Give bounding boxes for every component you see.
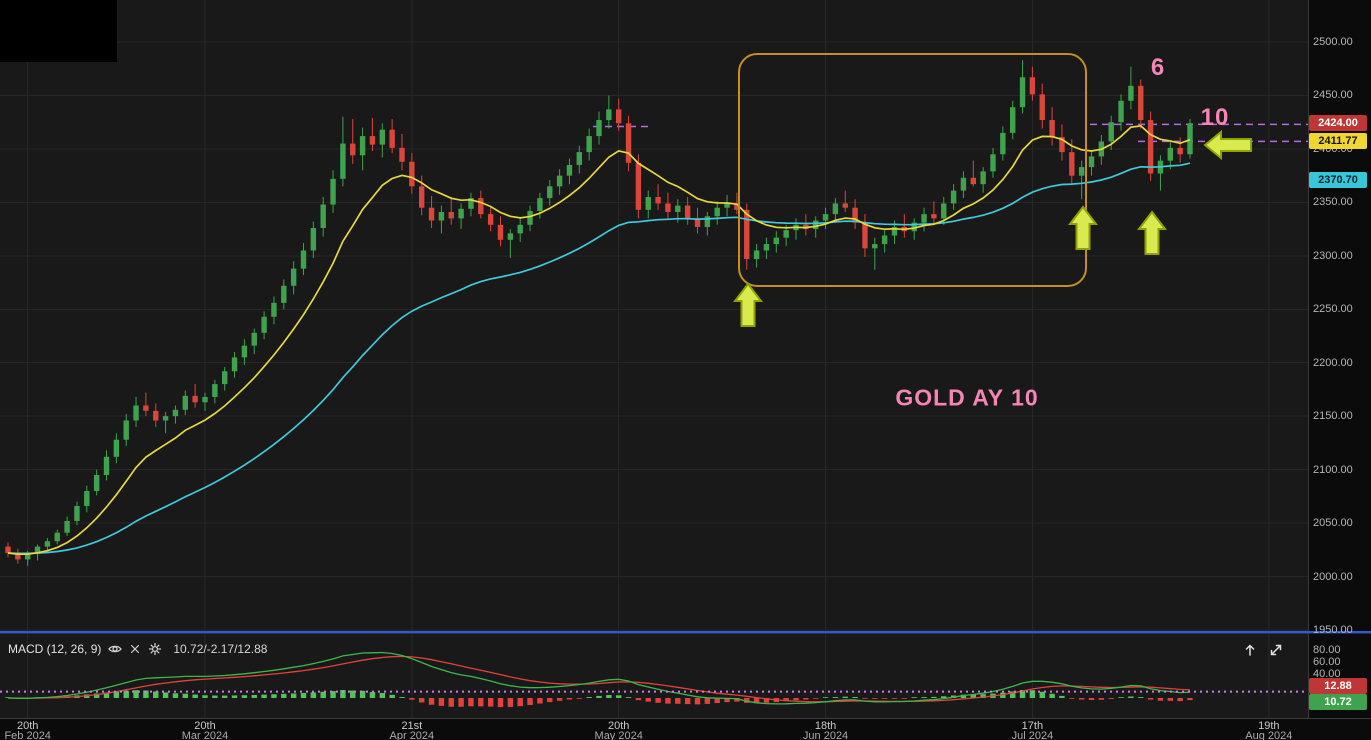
macd-title: MACD (12, 26, 9) — [8, 642, 102, 656]
macd-tick-label: 60.00 — [1313, 656, 1341, 668]
time-tick-label: 17th Jul 2024 — [1012, 721, 1054, 740]
time-tick-day: 17th — [1021, 720, 1044, 732]
candlestick-series[interactable] — [5, 60, 1193, 566]
up-arrow-drawing[interactable] — [1067, 205, 1099, 250]
price-tick-label: 2350.00 — [1313, 196, 1353, 209]
ma-slow-line[interactable] — [7, 162, 1191, 555]
price-tick-label: 2050.00 — [1313, 517, 1353, 530]
price-tick-label: 2200.00 — [1313, 356, 1353, 369]
macd-signal-line[interactable] — [7, 655, 1191, 703]
macd-legend: MACD (12, 26, 9) 10.72/-2.17/12.88 — [8, 642, 267, 656]
pane-separator[interactable] — [0, 631, 1371, 634]
macd-tick-label: 80.00 — [1313, 644, 1341, 656]
time-tick-month: Apr 2024 — [389, 730, 435, 740]
time-tick-label: 19th Aug 2024 — [1245, 721, 1292, 740]
time-tick-day: 18th — [814, 720, 837, 732]
pane-maximize-icon[interactable] — [1269, 643, 1283, 657]
time-tick-day: 20th — [607, 720, 630, 732]
time-tick-day: 20th — [194, 720, 216, 732]
time-tick-month: Feb 2024 — [4, 730, 51, 740]
time-tick-month: Jul 2024 — [1011, 730, 1054, 740]
time-tick-label: 20th May 2024 — [595, 721, 643, 740]
eye-icon[interactable] — [108, 642, 123, 656]
last-price-badge: 2424.00 — [1309, 115, 1367, 132]
time-tick-label: 21st Apr 2024 — [390, 721, 435, 740]
price-tick-label: 2500.00 — [1313, 36, 1353, 48]
annotation-text[interactable]: 10 — [1200, 104, 1230, 131]
price-tick-label: 2450.00 — [1313, 89, 1353, 102]
grid-lines — [0, 0, 1308, 718]
time-tick-day: 19th — [1258, 720, 1280, 732]
macd-tick-label: 40.00 — [1313, 668, 1341, 680]
redacted-legend — [0, 0, 117, 62]
annotation-text[interactable]: 6 — [1150, 54, 1166, 81]
time-tick-day: 21st — [401, 720, 423, 732]
price-tick-label: 2300.00 — [1313, 249, 1353, 262]
up-arrow-drawing[interactable] — [1136, 210, 1168, 255]
time-tick-label: 18th Jun 2024 — [803, 721, 848, 740]
time-tick-month: Mar 2024 — [181, 730, 229, 740]
time-tick-month: Jun 2024 — [802, 730, 849, 740]
price-tick-label: 2150.00 — [1313, 410, 1353, 423]
price-tick-label: 2250.00 — [1313, 303, 1353, 316]
macd-main-line[interactable] — [7, 651, 1191, 705]
price-tick-label: 1950.00 — [1313, 624, 1353, 636]
macd-signal-badge: 12.88 — [1309, 678, 1367, 695]
ma-fast-line[interactable] — [7, 125, 1191, 556]
time-tick-month: Aug 2024 — [1245, 730, 1293, 740]
macd-value-badge: 10.72 — [1309, 693, 1367, 710]
ma-fast-badge: 2411.77 — [1309, 133, 1367, 150]
time-tick-label: 20th Mar 2024 — [182, 721, 228, 740]
gear-icon[interactable] — [148, 642, 162, 656]
annotation-text[interactable]: GOLD AY 10 — [895, 384, 1039, 411]
close-icon[interactable] — [129, 643, 141, 655]
time-tick-day: 20th — [16, 720, 39, 732]
pane-controls — [1243, 643, 1283, 657]
macd-pane[interactable] — [0, 651, 1308, 708]
time-tick-month: May 2024 — [594, 730, 643, 740]
ma-slow-badge: 2370.70 — [1309, 172, 1367, 189]
time-tick-label: 20th Feb 2024 — [4, 721, 50, 740]
price-tick-label: 2000.00 — [1313, 570, 1353, 583]
left-arrow-drawing[interactable] — [1203, 129, 1252, 161]
highlight-box-drawing[interactable] — [738, 53, 1087, 287]
time-axis[interactable] — [0, 718, 1371, 740]
up-arrow-drawing[interactable] — [732, 282, 764, 327]
pane-up-icon[interactable] — [1243, 643, 1257, 657]
macd-values: 10.72/-2.17/12.88 — [173, 642, 268, 656]
price-tick-label: 2100.00 — [1313, 463, 1353, 476]
